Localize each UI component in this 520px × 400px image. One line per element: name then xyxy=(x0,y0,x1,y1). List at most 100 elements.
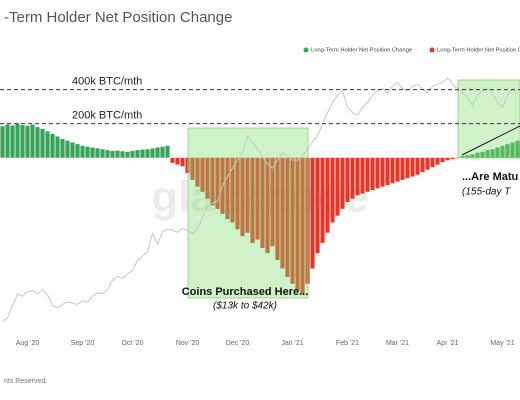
bar xyxy=(20,125,25,158)
bar xyxy=(265,157,270,254)
bar xyxy=(470,154,475,158)
bar xyxy=(510,142,515,158)
bar xyxy=(455,157,460,159)
bar xyxy=(330,157,335,223)
chart-title: -Term Holder Net Position Change xyxy=(4,9,232,26)
bar xyxy=(440,157,445,163)
bar xyxy=(400,157,405,180)
bar xyxy=(15,123,20,158)
bar xyxy=(515,140,520,158)
bar xyxy=(425,157,430,170)
bar xyxy=(345,157,350,203)
bar xyxy=(200,157,205,192)
bar xyxy=(160,146,165,158)
bar xyxy=(150,148,155,158)
bar xyxy=(465,155,470,158)
bar xyxy=(335,157,340,216)
x-tick-label: Jan '21 xyxy=(281,340,303,347)
bar xyxy=(495,147,500,158)
bar xyxy=(415,157,420,175)
legend-swatch xyxy=(303,47,309,53)
bar xyxy=(165,145,170,158)
bar xyxy=(190,157,195,180)
bar xyxy=(55,136,60,158)
x-tick-label: Feb '21 xyxy=(336,340,359,347)
bar xyxy=(180,157,185,167)
bar xyxy=(375,157,380,189)
bar xyxy=(40,128,45,158)
annotation: Coins Purchased Here... xyxy=(182,286,309,298)
legend-label: Long-Term Holder Net Position Change xyxy=(437,48,520,54)
bar xyxy=(355,157,360,196)
price-line xyxy=(2,77,518,322)
bar xyxy=(90,147,95,158)
annotation: ($13k to $42k) xyxy=(213,301,277,312)
bar xyxy=(140,149,145,158)
bar xyxy=(340,157,345,209)
x-tick-label: Oct '20 xyxy=(122,340,144,347)
bar xyxy=(5,124,10,158)
bar xyxy=(60,139,65,158)
bar xyxy=(155,147,160,158)
reference-label: 200k BTC/mth xyxy=(72,110,142,122)
bar xyxy=(85,146,90,158)
bar xyxy=(25,125,30,158)
bar xyxy=(10,125,15,158)
bar xyxy=(35,127,40,158)
bar xyxy=(260,157,265,249)
x-tick-label: Aug '20 xyxy=(16,340,40,347)
bar xyxy=(30,124,35,158)
bar xyxy=(215,157,220,209)
bar xyxy=(120,151,125,158)
bar xyxy=(450,157,455,160)
x-tick-label: Dec '20 xyxy=(226,340,250,347)
bar xyxy=(45,131,50,158)
bar xyxy=(500,145,505,158)
bar xyxy=(505,144,510,158)
bar xyxy=(295,157,300,291)
bar xyxy=(350,157,355,199)
bar xyxy=(410,157,415,177)
bar xyxy=(125,151,130,158)
bar xyxy=(255,157,260,240)
bar xyxy=(130,150,135,158)
bar xyxy=(365,157,370,192)
bar xyxy=(250,157,255,243)
footer: nts Reserved. xyxy=(4,378,47,385)
bar xyxy=(135,150,140,158)
bar xyxy=(185,157,190,174)
bar xyxy=(280,157,285,269)
bar xyxy=(435,157,440,165)
bar xyxy=(70,142,75,158)
bar xyxy=(235,157,240,230)
x-tick-label: Mar '21 xyxy=(386,340,409,347)
overlay: 400k BTC/mth 200k BTC/mth xyxy=(0,76,520,322)
bar xyxy=(405,157,410,179)
bar xyxy=(290,157,295,284)
bar xyxy=(195,157,200,187)
bar xyxy=(285,157,290,277)
bar xyxy=(80,145,85,158)
bar xyxy=(390,157,395,184)
x-tick-label: May '21 xyxy=(490,340,514,347)
bar xyxy=(385,157,390,185)
bar xyxy=(0,126,5,158)
bar xyxy=(65,140,70,158)
highlight-box xyxy=(187,127,309,299)
bar xyxy=(300,157,305,295)
legend-label: Long-Term Holder Net Position Change xyxy=(311,48,412,54)
bar xyxy=(75,144,80,158)
bar xyxy=(310,157,315,269)
bar xyxy=(115,150,120,158)
bar xyxy=(395,157,400,182)
bar xyxy=(480,151,485,158)
x-tick-label: Nov '20 xyxy=(176,340,200,347)
bar xyxy=(170,157,175,163)
legend-swatch xyxy=(429,47,435,53)
bar xyxy=(225,157,230,220)
annotation: (155-day T xyxy=(462,187,511,198)
reference-label: 400k BTC/mth xyxy=(72,76,142,88)
bar xyxy=(360,157,365,194)
bar xyxy=(325,157,330,233)
